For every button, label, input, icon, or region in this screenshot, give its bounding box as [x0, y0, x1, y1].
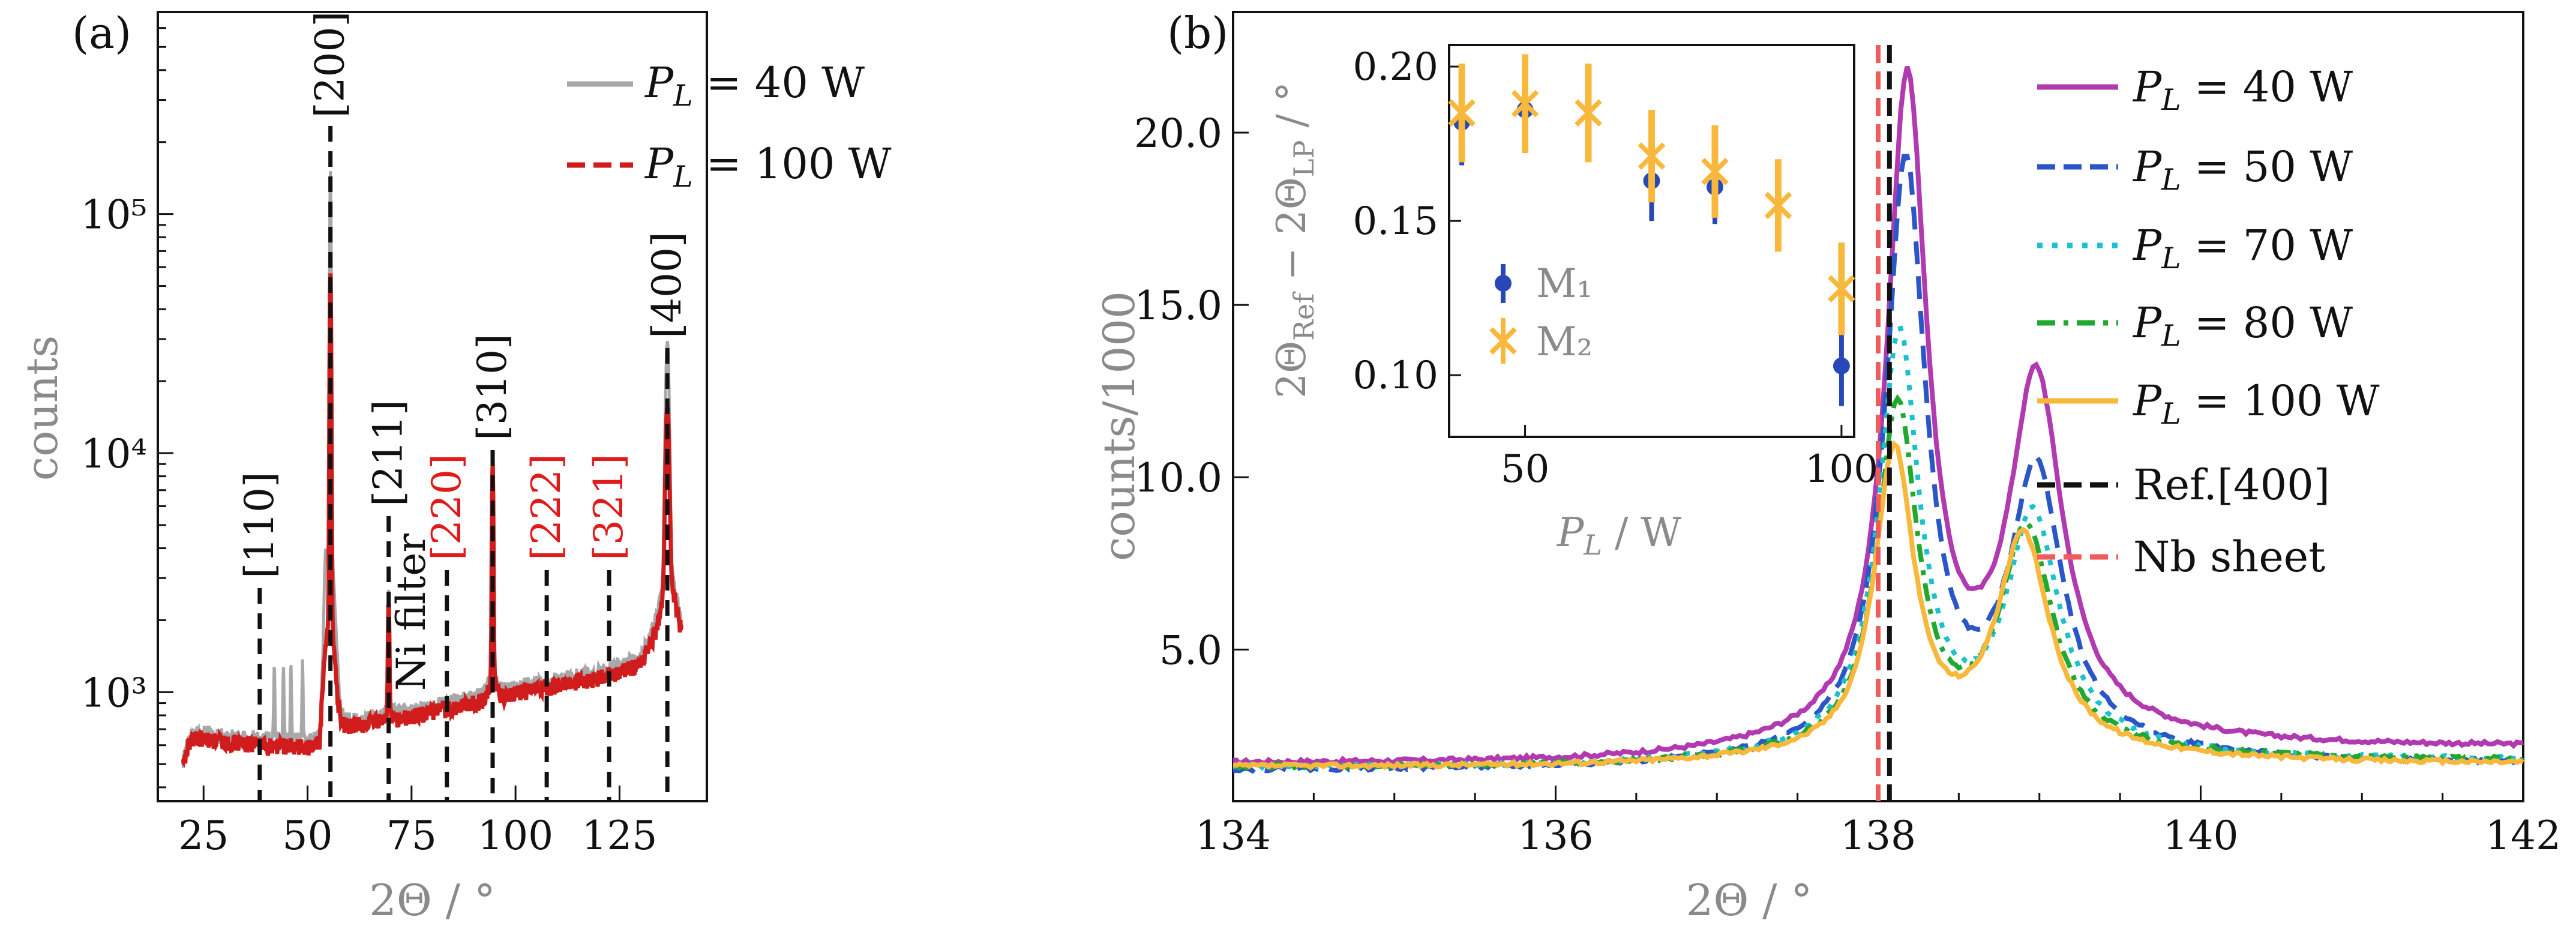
series-100W-line-a	[181, 273, 684, 768]
miller-index-label-a: [222]	[523, 454, 569, 560]
miller-index-label-a: [310]	[469, 334, 515, 440]
y-axis-label-a: counts	[17, 335, 67, 481]
x-tick-label-a: 100	[478, 813, 553, 859]
miller-index-label-a: [211]	[365, 400, 412, 506]
x-tick-label-b: 142	[2485, 813, 2561, 859]
miller-index-label-a: [400]	[644, 232, 690, 338]
inset-legend-label-m2: M₂	[1536, 319, 1593, 365]
inset-point-m2	[1638, 142, 1666, 170]
legend-label-b: PL = 40 W	[2132, 62, 2353, 117]
inset-legend-marker-m1	[1495, 275, 1512, 292]
inset-y-axis-label: 2ΘRef − 2ΘLP / °	[1268, 82, 1320, 398]
x-tick-label-b: 136	[1518, 813, 1594, 859]
panel-a-chart: 10³ 10⁴ 10⁵ 25 50 75 100 125 2Θ / ° counts [110] [2…	[17, 11, 892, 925]
legend-label-b: PL = 100 W	[2132, 376, 2380, 431]
x-tick-label-a: 25	[178, 813, 229, 859]
inset-point-m1	[1833, 357, 1850, 374]
ni-filter-label-a: Ni filter	[388, 534, 434, 691]
inset-point-m2	[1511, 89, 1539, 118]
inset-point-m2	[1828, 275, 1855, 303]
y-tick-label-b: 15.0	[1134, 283, 1222, 329]
inset-frame	[1448, 44, 1855, 438]
inset-y-tick-label: 0.20	[1353, 45, 1439, 89]
x-tick-label-b: 138	[1840, 813, 1916, 859]
y-tick-label-a: 10³	[81, 670, 147, 716]
miller-index-label-a: [321]	[586, 454, 632, 560]
x-axis-label-a: 2Θ / °	[369, 875, 496, 925]
x-tick-label-a: 125	[581, 813, 657, 859]
miller-index-label-a: [200]	[307, 11, 353, 118]
inset-y-tick-label: 0.15	[1353, 199, 1439, 244]
y-tick-label-a: 10⁴	[81, 431, 147, 477]
legend-label-b: PL = 50 W	[2132, 142, 2353, 197]
inset-y-tick-label: 0.10	[1353, 353, 1439, 398]
legend-label-100W-a: PL = 100 W	[644, 139, 892, 194]
legend-label-b: PL = 70 W	[2132, 221, 2353, 275]
inset-point-m2	[1701, 157, 1729, 185]
inset-x-tick-label: 50	[1501, 447, 1549, 492]
inset-x-tick-label: 100	[1805, 447, 1878, 492]
y-tick-label-b: 10.0	[1134, 455, 1222, 501]
panel-b-chart: 134 136 138 140 142 5.0 10.0 15.0 20.0 2Θ / ° coun…	[1094, 11, 2561, 925]
y-axis-label-b: counts/1000	[1094, 291, 1144, 561]
legend-label-b: PL = 80 W	[2132, 298, 2353, 353]
legend-label-b: Nb sheet	[2133, 532, 2325, 582]
legend-label-b: Ref.[400]	[2133, 460, 2330, 510]
y-tick-label-b: 5.0	[1159, 627, 1222, 673]
x-axis-label-b: 2Θ / °	[1686, 875, 1813, 925]
panel-b-label: (b)	[1167, 8, 1228, 58]
panel-a-label: (a)	[72, 8, 131, 58]
miller-index-label-a: [110]	[236, 472, 283, 578]
x-tick-label-b: 140	[2163, 813, 2239, 859]
x-tick-label-b: 134	[1195, 813, 1271, 859]
miller-index-label-a: [220]	[424, 454, 470, 560]
inset-point-m2	[1764, 191, 1792, 220]
x-tick-label-a: 50	[283, 813, 333, 859]
inset-legend-label-m1: M₁	[1536, 260, 1593, 307]
y-tick-label-b: 20.0	[1134, 110, 1222, 157]
inset-point-m2	[1448, 99, 1476, 127]
axes-frame-a	[157, 11, 708, 802]
inset-point-m2	[1575, 99, 1602, 127]
legend-label-40W-a: PL = 40 W	[644, 58, 865, 113]
x-tick-label-a: 75	[386, 813, 437, 859]
inset-x-axis-label: PL / W	[1557, 510, 1681, 561]
y-tick-label-a: 10⁵	[81, 192, 147, 238]
